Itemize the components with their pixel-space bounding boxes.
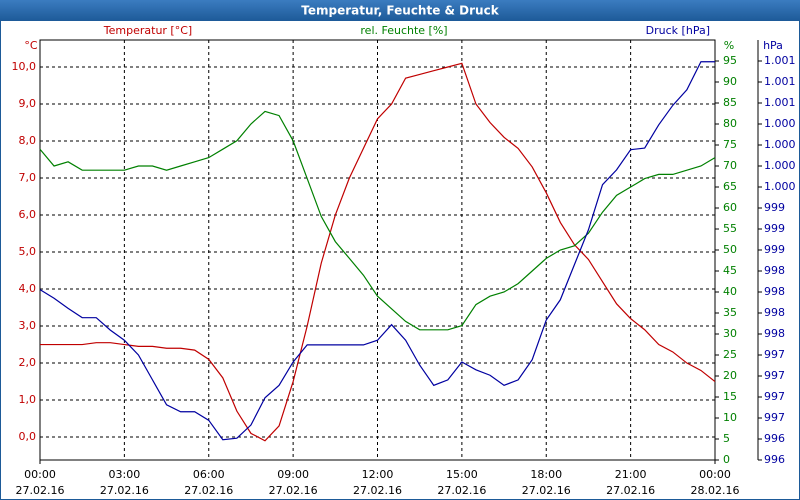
y2-tick-label: 10 bbox=[723, 411, 737, 424]
y-tick-label: 8,0 bbox=[19, 134, 37, 147]
chart-title: Temperatur, Feuchte & Druck bbox=[301, 4, 499, 18]
legend-label: rel. Feuchte [%] bbox=[360, 24, 447, 37]
y2-tick-label: 85 bbox=[723, 96, 737, 109]
y3-tick-label: 998 bbox=[764, 327, 785, 340]
y2-tick-label: 40 bbox=[723, 285, 737, 298]
y-tick-label: 7,0 bbox=[19, 171, 37, 184]
y3-tick-label: 1.001 bbox=[764, 75, 796, 88]
y3-tick-label: 999 bbox=[764, 243, 785, 256]
y-axis-unit: °C bbox=[24, 39, 38, 52]
y-tick-label: 3,0 bbox=[19, 319, 37, 332]
x-tick-label: 00:00 bbox=[24, 468, 56, 481]
y2-tick-label: 65 bbox=[723, 180, 737, 193]
y3-tick-label: 997 bbox=[764, 348, 785, 361]
x-tick-date: 27.02.16 bbox=[16, 484, 65, 497]
y-tick-label: 4,0 bbox=[19, 282, 37, 295]
y2-tick-label: 60 bbox=[723, 201, 737, 214]
x-tick-label: 15:00 bbox=[446, 468, 478, 481]
x-tick-date: 27.02.16 bbox=[100, 484, 149, 497]
legend-label: Temperatur [°C] bbox=[103, 24, 192, 37]
y2-axis-unit: % bbox=[724, 39, 734, 52]
x-tick-date: 27.02.16 bbox=[606, 484, 655, 497]
x-tick-date: 28.02.16 bbox=[691, 484, 740, 497]
y2-tick-label: 90 bbox=[723, 75, 737, 88]
y3-axis-unit: hPa bbox=[763, 39, 783, 52]
x-tick-label: 00:00 bbox=[699, 468, 731, 481]
y3-tick-label: 998 bbox=[764, 285, 785, 298]
x-tick-label: 03:00 bbox=[109, 468, 141, 481]
y3-tick-label: 1.000 bbox=[764, 138, 796, 151]
y3-tick-label: 1.000 bbox=[764, 117, 796, 130]
y3-tick-label: 998 bbox=[764, 306, 785, 319]
y3-tick-label: 999 bbox=[764, 201, 785, 214]
y3-tick-label: 997 bbox=[764, 390, 785, 403]
y3-tick-label: 997 bbox=[764, 369, 785, 382]
y2-tick-label: 20 bbox=[723, 369, 737, 382]
y3-tick-label: 1.001 bbox=[764, 96, 796, 109]
y-tick-label: 1,0 bbox=[19, 393, 37, 406]
y3-tick-label: 996 bbox=[764, 432, 785, 445]
y2-tick-label: 75 bbox=[723, 138, 737, 151]
x-tick-label: 06:00 bbox=[193, 468, 225, 481]
x-tick-date: 27.02.16 bbox=[437, 484, 486, 497]
x-tick-label: 21:00 bbox=[615, 468, 647, 481]
y3-tick-label: 1.000 bbox=[764, 180, 796, 193]
y3-tick-label: 998 bbox=[764, 264, 785, 277]
x-tick-date: 27.02.16 bbox=[353, 484, 402, 497]
x-tick-label: 09:00 bbox=[277, 468, 309, 481]
y3-tick-label: 996 bbox=[764, 453, 785, 466]
y2-tick-label: 25 bbox=[723, 348, 737, 361]
y-tick-label: 0,0 bbox=[19, 430, 37, 443]
series-line bbox=[39, 110, 716, 331]
y3-tick-label: 997 bbox=[764, 411, 785, 424]
y2-tick-label: 30 bbox=[723, 327, 737, 340]
x-tick-date: 27.02.16 bbox=[269, 484, 318, 497]
y2-tick-label: 70 bbox=[723, 159, 737, 172]
y3-tick-label: 999 bbox=[764, 222, 785, 235]
y2-tick-label: 80 bbox=[723, 117, 737, 130]
y-tick-label: 10,0 bbox=[12, 60, 37, 73]
y2-tick-label: 15 bbox=[723, 390, 737, 403]
y-tick-label: 6,0 bbox=[19, 208, 37, 221]
y2-tick-label: 0 bbox=[723, 453, 730, 466]
y2-tick-label: 45 bbox=[723, 264, 737, 277]
y2-tick-label: 95 bbox=[723, 54, 737, 67]
series-line bbox=[39, 61, 715, 441]
title-bar bbox=[0, 0, 800, 21]
x-tick-date: 27.02.16 bbox=[522, 484, 571, 497]
y2-tick-label: 55 bbox=[723, 222, 737, 235]
x-tick-label: 18:00 bbox=[530, 468, 562, 481]
x-tick-date: 27.02.16 bbox=[184, 484, 233, 497]
y3-tick-label: 1.000 bbox=[764, 159, 796, 172]
x-tick-label: 12:00 bbox=[362, 468, 394, 481]
series-line bbox=[40, 62, 716, 442]
legend-label: Druck [hPa] bbox=[646, 24, 710, 37]
y-tick-label: 5,0 bbox=[19, 245, 37, 258]
y-tick-label: 9,0 bbox=[19, 97, 37, 110]
y2-tick-label: 35 bbox=[723, 306, 737, 319]
y3-tick-label: 1.001 bbox=[764, 54, 796, 67]
y-tick-label: 2,0 bbox=[19, 356, 37, 369]
y2-tick-label: 5 bbox=[723, 432, 730, 445]
y2-tick-label: 50 bbox=[723, 243, 737, 256]
